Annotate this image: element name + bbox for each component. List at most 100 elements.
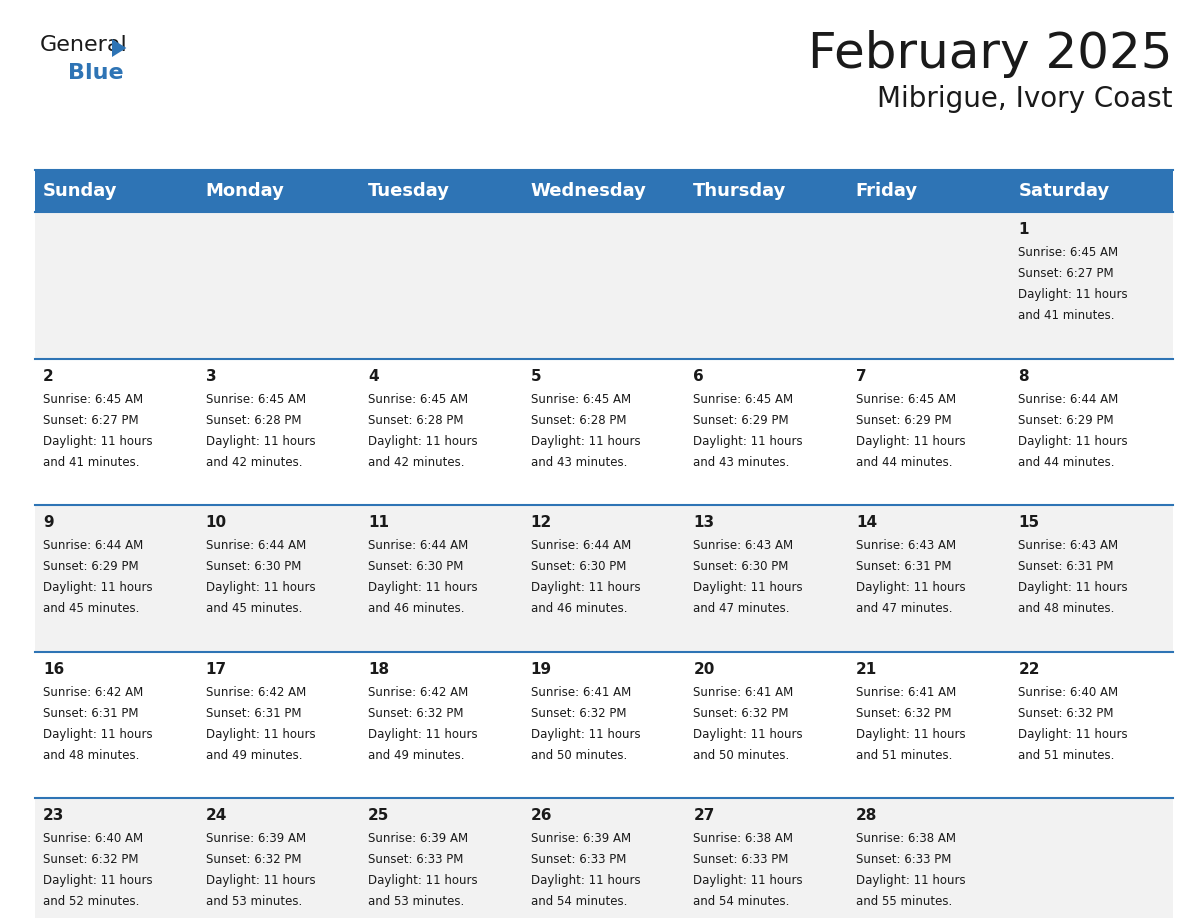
Text: Sunset: 6:29 PM: Sunset: 6:29 PM [855, 414, 952, 427]
Text: Daylight: 11 hours: Daylight: 11 hours [1018, 728, 1129, 741]
Text: 7: 7 [855, 369, 866, 384]
Text: 26: 26 [531, 809, 552, 823]
Text: and 45 minutes.: and 45 minutes. [43, 602, 139, 615]
Text: Sunrise: 6:40 AM: Sunrise: 6:40 AM [1018, 686, 1119, 699]
Text: 22: 22 [1018, 662, 1040, 677]
Text: and 45 minutes.: and 45 minutes. [206, 602, 302, 615]
Text: Sunday: Sunday [43, 182, 118, 200]
Text: Sunset: 6:33 PM: Sunset: 6:33 PM [855, 854, 952, 867]
Polygon shape [112, 39, 126, 57]
Text: and 49 minutes.: and 49 minutes. [368, 749, 465, 762]
Text: and 46 minutes.: and 46 minutes. [368, 602, 465, 615]
Text: Daylight: 11 hours: Daylight: 11 hours [855, 875, 966, 888]
Text: Sunrise: 6:38 AM: Sunrise: 6:38 AM [694, 833, 794, 845]
Text: 19: 19 [531, 662, 552, 677]
Text: 18: 18 [368, 662, 390, 677]
Text: 27: 27 [694, 809, 715, 823]
Text: Daylight: 11 hours: Daylight: 11 hours [368, 875, 478, 888]
Text: Daylight: 11 hours: Daylight: 11 hours [694, 875, 803, 888]
Text: and 44 minutes.: and 44 minutes. [1018, 455, 1114, 468]
FancyBboxPatch shape [34, 652, 1173, 799]
Text: 15: 15 [1018, 515, 1040, 531]
Text: and 42 minutes.: and 42 minutes. [206, 455, 302, 468]
Text: Sunrise: 6:43 AM: Sunrise: 6:43 AM [855, 539, 956, 553]
Text: Sunset: 6:30 PM: Sunset: 6:30 PM [206, 560, 301, 573]
Text: 17: 17 [206, 662, 227, 677]
Text: Daylight: 11 hours: Daylight: 11 hours [531, 434, 640, 448]
Text: Sunrise: 6:44 AM: Sunrise: 6:44 AM [1018, 393, 1119, 406]
Text: Daylight: 11 hours: Daylight: 11 hours [1018, 581, 1129, 594]
Text: and 48 minutes.: and 48 minutes. [1018, 602, 1114, 615]
Text: 10: 10 [206, 515, 227, 531]
Text: and 52 minutes.: and 52 minutes. [43, 895, 139, 909]
Text: 20: 20 [694, 662, 715, 677]
Text: Daylight: 11 hours: Daylight: 11 hours [43, 728, 152, 741]
Text: Daylight: 11 hours: Daylight: 11 hours [531, 875, 640, 888]
Text: Monday: Monday [206, 182, 284, 200]
Text: Sunset: 6:28 PM: Sunset: 6:28 PM [368, 414, 463, 427]
Text: 13: 13 [694, 515, 714, 531]
Text: and 41 minutes.: and 41 minutes. [1018, 309, 1114, 322]
Text: General: General [40, 35, 128, 55]
Text: Sunrise: 6:40 AM: Sunrise: 6:40 AM [43, 833, 143, 845]
Text: Daylight: 11 hours: Daylight: 11 hours [1018, 434, 1129, 448]
Text: and 54 minutes.: and 54 minutes. [694, 895, 790, 909]
Text: Sunset: 6:32 PM: Sunset: 6:32 PM [206, 854, 301, 867]
Text: and 43 minutes.: and 43 minutes. [694, 455, 790, 468]
Text: Sunset: 6:31 PM: Sunset: 6:31 PM [43, 707, 139, 720]
Text: Daylight: 11 hours: Daylight: 11 hours [855, 434, 966, 448]
Text: Sunset: 6:29 PM: Sunset: 6:29 PM [1018, 414, 1114, 427]
Text: Sunrise: 6:43 AM: Sunrise: 6:43 AM [1018, 539, 1119, 553]
Text: Sunset: 6:28 PM: Sunset: 6:28 PM [206, 414, 301, 427]
Text: Daylight: 11 hours: Daylight: 11 hours [531, 581, 640, 594]
Text: Sunset: 6:28 PM: Sunset: 6:28 PM [531, 414, 626, 427]
Text: Sunrise: 6:39 AM: Sunrise: 6:39 AM [368, 833, 468, 845]
FancyBboxPatch shape [34, 505, 1173, 652]
Text: Sunset: 6:29 PM: Sunset: 6:29 PM [43, 560, 139, 573]
Text: and 48 minutes.: and 48 minutes. [43, 749, 139, 762]
Text: 28: 28 [855, 809, 877, 823]
Text: Sunset: 6:33 PM: Sunset: 6:33 PM [531, 854, 626, 867]
Text: Sunset: 6:27 PM: Sunset: 6:27 PM [43, 414, 139, 427]
Text: and 53 minutes.: and 53 minutes. [368, 895, 465, 909]
Text: Sunset: 6:32 PM: Sunset: 6:32 PM [43, 854, 139, 867]
Text: Sunrise: 6:45 AM: Sunrise: 6:45 AM [694, 393, 794, 406]
Text: Sunrise: 6:45 AM: Sunrise: 6:45 AM [368, 393, 468, 406]
Text: and 49 minutes.: and 49 minutes. [206, 749, 302, 762]
Text: Daylight: 11 hours: Daylight: 11 hours [855, 581, 966, 594]
Text: and 51 minutes.: and 51 minutes. [855, 749, 953, 762]
Text: Sunrise: 6:42 AM: Sunrise: 6:42 AM [206, 686, 305, 699]
Text: Daylight: 11 hours: Daylight: 11 hours [206, 728, 315, 741]
Text: Sunset: 6:31 PM: Sunset: 6:31 PM [206, 707, 301, 720]
Text: Sunrise: 6:45 AM: Sunrise: 6:45 AM [43, 393, 143, 406]
Text: Daylight: 11 hours: Daylight: 11 hours [531, 728, 640, 741]
Text: 11: 11 [368, 515, 390, 531]
Text: Sunset: 6:32 PM: Sunset: 6:32 PM [1018, 707, 1114, 720]
Text: and 50 minutes.: and 50 minutes. [694, 749, 790, 762]
Text: and 44 minutes.: and 44 minutes. [855, 455, 953, 468]
Text: Daylight: 11 hours: Daylight: 11 hours [206, 581, 315, 594]
Text: Daylight: 11 hours: Daylight: 11 hours [206, 434, 315, 448]
Text: 12: 12 [531, 515, 552, 531]
Text: Sunrise: 6:39 AM: Sunrise: 6:39 AM [531, 833, 631, 845]
Text: Daylight: 11 hours: Daylight: 11 hours [694, 434, 803, 448]
Text: Sunrise: 6:44 AM: Sunrise: 6:44 AM [206, 539, 305, 553]
Text: 21: 21 [855, 662, 877, 677]
Text: Daylight: 11 hours: Daylight: 11 hours [368, 728, 478, 741]
Text: and 47 minutes.: and 47 minutes. [855, 602, 953, 615]
Text: Sunrise: 6:41 AM: Sunrise: 6:41 AM [694, 686, 794, 699]
Text: Daylight: 11 hours: Daylight: 11 hours [694, 728, 803, 741]
Text: 25: 25 [368, 809, 390, 823]
Text: Thursday: Thursday [694, 182, 786, 200]
Text: Mibrigue, Ivory Coast: Mibrigue, Ivory Coast [878, 85, 1173, 113]
Text: and 55 minutes.: and 55 minutes. [855, 895, 952, 909]
Text: 3: 3 [206, 369, 216, 384]
Text: and 41 minutes.: and 41 minutes. [43, 455, 139, 468]
Text: Sunrise: 6:44 AM: Sunrise: 6:44 AM [43, 539, 144, 553]
FancyBboxPatch shape [34, 170, 1173, 212]
FancyBboxPatch shape [34, 212, 1173, 359]
Text: Sunrise: 6:42 AM: Sunrise: 6:42 AM [368, 686, 468, 699]
Text: and 54 minutes.: and 54 minutes. [531, 895, 627, 909]
Text: Sunrise: 6:41 AM: Sunrise: 6:41 AM [531, 686, 631, 699]
Text: Sunset: 6:32 PM: Sunset: 6:32 PM [855, 707, 952, 720]
